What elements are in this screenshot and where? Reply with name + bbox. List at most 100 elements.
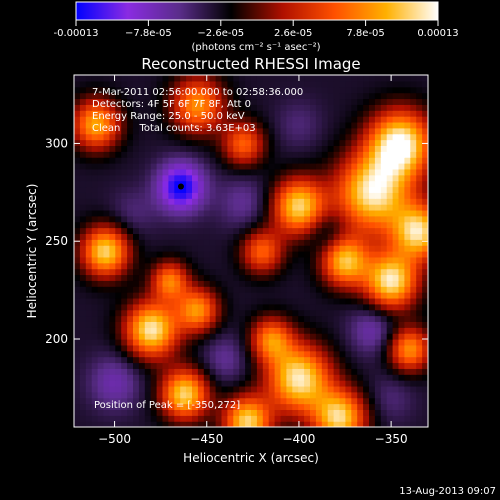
heatmap-cell (192, 198, 199, 205)
heatmap-cell (233, 174, 240, 182)
heatmap-cell (315, 157, 323, 164)
heatmap-cell (386, 256, 394, 264)
heatmap-cell (138, 151, 146, 158)
heatmap-cell (262, 327, 270, 334)
heatmap-cell (327, 215, 335, 223)
colorbar-tick-label: 2.6e-05 (274, 28, 312, 39)
heatmap-cell (374, 403, 382, 410)
heatmap-cell (233, 221, 240, 229)
heatmap-cell (162, 251, 169, 258)
heatmap-cell (398, 339, 405, 346)
heatmap-cell (85, 256, 93, 264)
heatmap-cell (186, 292, 193, 299)
heatmap-cell (292, 98, 299, 105)
heatmap-cell (339, 127, 346, 135)
heatmap-cell (363, 362, 370, 369)
heatmap-cell (363, 151, 370, 158)
heatmap-cell (215, 286, 223, 293)
heatmap-cell (215, 157, 223, 164)
heatmap-cell (386, 321, 394, 328)
heatmap-cell (310, 409, 317, 416)
heatmap-cell (374, 415, 382, 422)
heatmap-cell (345, 380, 352, 387)
heatmap-cell (203, 186, 211, 193)
heatmap-cell (79, 262, 87, 270)
heatmap-cell (79, 309, 87, 317)
heatmap-cell (268, 403, 276, 410)
heatmap-cell (197, 209, 205, 217)
heatmap-cell (150, 303, 158, 311)
heatmap-cell (245, 86, 252, 94)
heatmap-cell (150, 221, 158, 229)
heatmap-cell (197, 145, 205, 152)
heatmap-cell (74, 139, 81, 146)
heatmap-cell (156, 157, 164, 164)
heatmap-cell (109, 315, 116, 322)
heatmap-cell (150, 415, 158, 422)
heatmap-cell (422, 215, 428, 223)
heatmap-cell (256, 421, 264, 427)
heatmap-cell (233, 256, 240, 264)
heatmap-cell (386, 209, 394, 217)
heatmap-cell (233, 333, 240, 340)
heatmap-cell (256, 362, 264, 369)
heatmap-cell (310, 127, 317, 135)
heatmap-cell (138, 356, 146, 364)
heatmap-cell (292, 80, 299, 88)
heatmap-cell (127, 403, 134, 410)
heatmap-cell (103, 333, 110, 340)
heatmap-cell (363, 121, 370, 129)
heatmap-cell (380, 344, 388, 352)
heatmap-cell (227, 104, 234, 111)
heatmap-cell (74, 116, 81, 123)
heatmap-cell (109, 256, 116, 264)
heatmap-cell (245, 421, 252, 427)
heatmap-cell (197, 133, 205, 141)
heatmap-cell (345, 385, 352, 393)
heatmap-cell (174, 157, 181, 164)
heatmap-cell (416, 180, 423, 188)
heatmap-cell (97, 362, 105, 369)
heatmap-cell (168, 116, 175, 123)
heatmap-cell (351, 409, 358, 416)
heatmap-cell (374, 327, 382, 334)
heatmap-cell (209, 362, 217, 369)
heatmap-cell (192, 204, 199, 211)
heatmap-cell (85, 86, 93, 94)
heatmap-cell (91, 245, 99, 252)
heatmap-cell (74, 104, 81, 111)
heatmap-cell (392, 409, 400, 416)
heatmap-cell (186, 233, 193, 240)
heatmap-cell (221, 368, 228, 375)
heatmap-cell (91, 215, 99, 223)
heatmap-cell (162, 86, 169, 94)
heatmap-cell (168, 209, 175, 217)
heatmap-cell (369, 339, 376, 346)
heatmap-cell (109, 151, 116, 158)
heatmap-cell (392, 315, 400, 322)
heatmap-cell (156, 127, 164, 135)
heatmap-cell (91, 350, 99, 358)
heatmap-cell (339, 80, 346, 88)
heatmap-cell (74, 409, 81, 416)
heatmap-cell (310, 339, 317, 346)
heatmap-cell (398, 309, 405, 317)
heatmap-cell (398, 215, 405, 223)
heatmap-cell (115, 157, 122, 164)
heatmap-cell (91, 315, 99, 322)
heatmap-cell (162, 403, 169, 410)
heatmap-cell (239, 274, 246, 281)
heatmap-cell (268, 409, 276, 416)
heatmap-cell (150, 98, 158, 105)
heatmap-cell (256, 403, 264, 410)
heatmap-cell (339, 98, 346, 105)
heatmap-cell (156, 385, 164, 393)
heatmap-cell (386, 239, 394, 246)
heatmap-cell (115, 362, 122, 369)
heatmap-cell (363, 215, 370, 223)
heatmap-cell (221, 350, 228, 358)
heatmap-cell (392, 80, 400, 88)
heatmap-cell (398, 391, 405, 399)
heatmap-cell (115, 233, 122, 240)
heatmap-cell (251, 262, 258, 270)
